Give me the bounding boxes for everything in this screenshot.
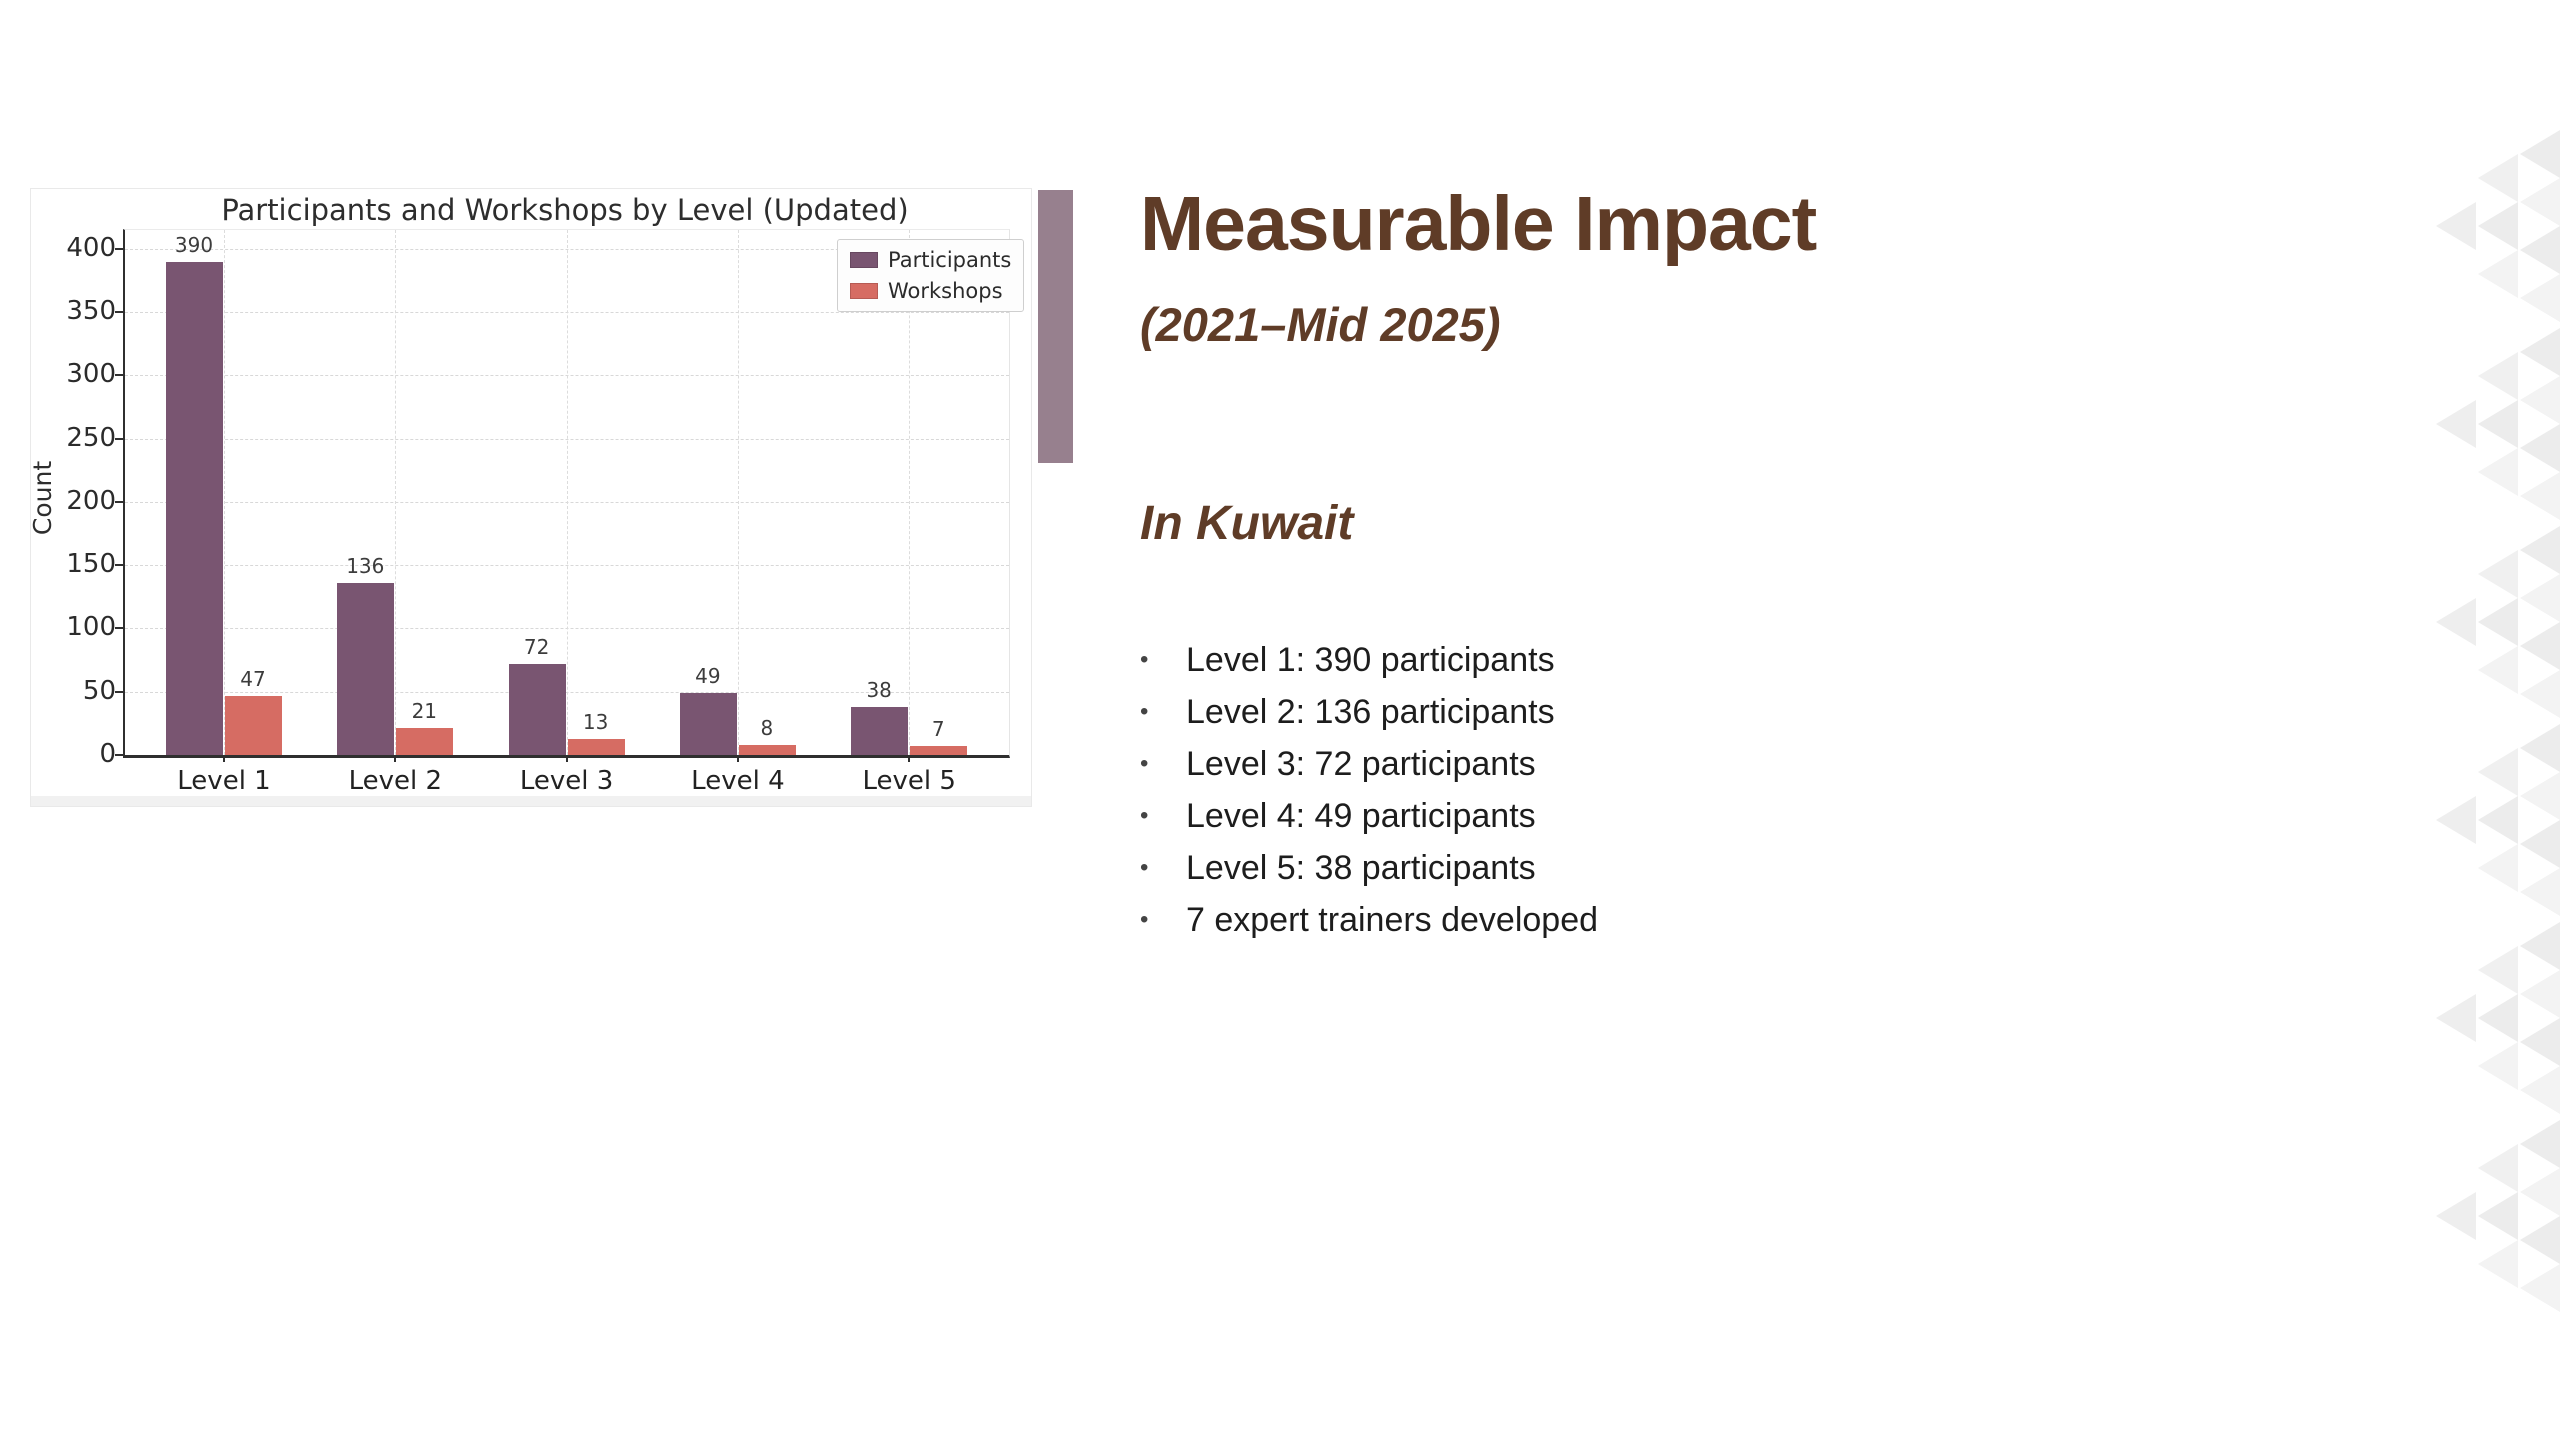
bar-participants xyxy=(337,582,395,755)
legend-item: Workshops xyxy=(850,279,1011,303)
bullet-dot: • xyxy=(1140,646,1149,673)
bar-value-label: 7 xyxy=(931,717,945,742)
bullet-text: Level 5: 38 participants xyxy=(1186,849,1536,887)
bullet-text: Level 2: 136 participants xyxy=(1186,693,1555,731)
bar-workshops xyxy=(225,695,282,755)
y-tick-mark xyxy=(115,564,124,567)
bar-workshops xyxy=(738,744,796,755)
bar-participants xyxy=(166,261,223,755)
x-category-label: Level 3 xyxy=(519,766,614,796)
bar-value-label: 47 xyxy=(240,666,266,691)
triangle-pattern-decoration xyxy=(2436,130,2560,1312)
bar-value-label: 38 xyxy=(866,677,892,702)
bullet-item: • Level 3: 72 participants xyxy=(1138,738,1598,790)
bar-workshops xyxy=(910,746,968,755)
y-tick-mark xyxy=(115,374,124,377)
gridline-vertical xyxy=(909,230,911,755)
y-tick-mark xyxy=(115,627,124,630)
section-heading: In Kuwait xyxy=(1140,497,1354,550)
y-tick-label: 350 xyxy=(66,296,116,327)
slide-subtitle: (2021–Mid 2025) xyxy=(1140,298,1501,351)
y-tick-label: 100 xyxy=(66,612,116,643)
x-category-label: Level 5 xyxy=(862,766,956,796)
bullet-text: 7 expert trainers developed xyxy=(1186,901,1599,939)
bar-participants xyxy=(679,693,737,755)
y-tick-mark xyxy=(115,247,124,250)
bullet-text: Level 3: 72 participants xyxy=(1186,745,1536,783)
y-tick-mark xyxy=(115,690,124,693)
y-tick-mark xyxy=(115,500,124,503)
x-tick-mark xyxy=(736,755,739,762)
figure-bottom-strip xyxy=(31,796,1031,806)
accent-bar xyxy=(1038,190,1073,463)
bar-value-label: 8 xyxy=(760,715,774,740)
y-tick-mark xyxy=(115,754,124,756)
bullet-item: • 7 expert trainers developed xyxy=(1138,894,1598,946)
bullet-item: • Level 2: 136 participants xyxy=(1138,686,1598,738)
bar-participants xyxy=(851,706,909,755)
bar-participants xyxy=(508,663,566,755)
legend-item: Participants xyxy=(850,248,1011,272)
x-category-label: Level 4 xyxy=(691,766,785,796)
bullet-text: Level 1: 390 participants xyxy=(1186,641,1555,679)
bullet-dot: • xyxy=(1140,802,1149,829)
y-tick-label: 200 xyxy=(66,485,116,516)
bullet-item: • Level 4: 49 participants xyxy=(1138,790,1598,842)
gridline-vertical xyxy=(395,230,397,755)
y-tick-label: 400 xyxy=(66,232,116,263)
bullet-item: • Level 5: 38 participants xyxy=(1138,842,1598,894)
legend-swatch xyxy=(850,252,878,268)
x-category-label: Level 1 xyxy=(177,766,271,796)
plot-area: 0 50 100 150 200 250 300 350 400 Level 1 Level 2 Le… xyxy=(66,229,1010,796)
y-tick-label: 0 xyxy=(99,739,116,769)
y-tick-label: 250 xyxy=(66,422,116,453)
bar-workshops xyxy=(567,738,625,755)
bullet-dot: • xyxy=(1140,906,1149,933)
chart-legend: Participants Workshops xyxy=(837,239,1025,312)
bullet-item: • Level 1: 390 participants xyxy=(1138,634,1598,686)
x-category-label: Level 2 xyxy=(348,766,443,796)
x-tick-mark xyxy=(223,755,225,762)
bar-value-label: 49 xyxy=(695,664,721,689)
chart-title: Participants and Workshops by Level (Upd… xyxy=(221,193,909,227)
legend-label: Workshops xyxy=(888,279,1003,303)
y-tick-label: 300 xyxy=(66,359,116,390)
legend-swatch xyxy=(850,283,878,299)
bullet-dot: • xyxy=(1140,750,1149,777)
bar-workshops xyxy=(396,728,454,755)
gridline-vertical xyxy=(737,230,739,755)
x-tick-mark xyxy=(394,755,397,762)
x-tick-mark xyxy=(908,755,911,762)
legend-label: Participants xyxy=(888,248,1012,272)
bar-value-label: 13 xyxy=(582,709,609,734)
bullet-dot: • xyxy=(1140,854,1149,881)
bar-value-label: 136 xyxy=(346,553,385,578)
slide-title: Measurable Impact xyxy=(1140,181,1817,267)
bar-value-label: 21 xyxy=(411,699,438,724)
y-tick-mark xyxy=(115,437,124,440)
bar-value-label: 390 xyxy=(174,232,214,257)
gridline-vertical xyxy=(566,230,568,755)
y-tick-mark xyxy=(115,311,124,314)
gridline-vertical xyxy=(224,230,225,755)
bar-value-label: 72 xyxy=(523,634,550,659)
bullet-list: • Level 1: 390 participants • Level 2: 136 … xyxy=(1138,634,1598,946)
bullet-dot: • xyxy=(1140,698,1149,725)
bullet-text: Level 4: 49 participants xyxy=(1186,797,1536,835)
y-tick-label: 150 xyxy=(66,549,116,580)
bar-chart-figure: Participants and Workshops by Level (Upd… xyxy=(28,188,1032,807)
x-tick-mark xyxy=(565,755,568,762)
y-tick-label: 50 xyxy=(82,675,116,706)
